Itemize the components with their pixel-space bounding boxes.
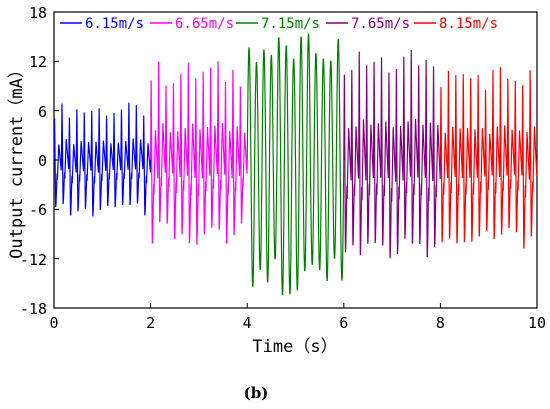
- series-line-5: [439, 67, 538, 249]
- x-tick-label: 0: [49, 314, 58, 332]
- legend-label: 7.65m/s: [351, 16, 410, 32]
- figure-caption: (b): [244, 384, 269, 402]
- legend-item: 7.15m/s: [236, 16, 320, 32]
- x-tick-label: 2: [146, 314, 155, 332]
- legend-label: 6.15m/s: [85, 16, 144, 32]
- y-axis-ticks: 18 12 6 0 -6 -12 -18: [20, 4, 47, 318]
- series-line-1: [53, 102, 152, 217]
- legend: 6.15m/s 6.65m/s 7.15m/s 7.65m/s 8.15m/s: [60, 16, 498, 32]
- x-axis-ticks: 0 2 4 6 8 10: [49, 314, 546, 332]
- legend-label: 8.15m/s: [439, 16, 498, 32]
- series-layer: [53, 33, 538, 296]
- y-tick-label: 6: [38, 103, 47, 121]
- legend-item: 8.15m/s: [414, 16, 498, 32]
- series-line-2: [150, 61, 248, 245]
- y-tick-label: 18: [29, 4, 47, 22]
- y-axis-title: Output current（mA）: [7, 61, 27, 259]
- y-tick-label: -12: [20, 251, 47, 269]
- x-tick-label: 10: [528, 314, 546, 332]
- x-tick-label: 4: [243, 314, 252, 332]
- series-line-3: [246, 33, 345, 296]
- legend-item: 6.15m/s: [60, 16, 144, 32]
- y-tick-label: -18: [20, 300, 47, 318]
- tick-marks: [53, 11, 538, 309]
- y-tick-label: -6: [29, 201, 47, 219]
- x-tick-label: 8: [436, 314, 445, 332]
- x-axis-title: Time（s）: [252, 337, 337, 357]
- y-tick-label: 12: [29, 53, 47, 71]
- legend-item: 6.65m/s: [150, 16, 234, 32]
- x-tick-label: 6: [339, 314, 348, 332]
- y-tick-label: 0: [38, 152, 47, 170]
- series-line-4: [343, 50, 441, 259]
- legend-label: 6.65m/s: [175, 16, 234, 32]
- legend-item: 7.65m/s: [326, 16, 410, 32]
- legend-label: 7.15m/s: [261, 16, 320, 32]
